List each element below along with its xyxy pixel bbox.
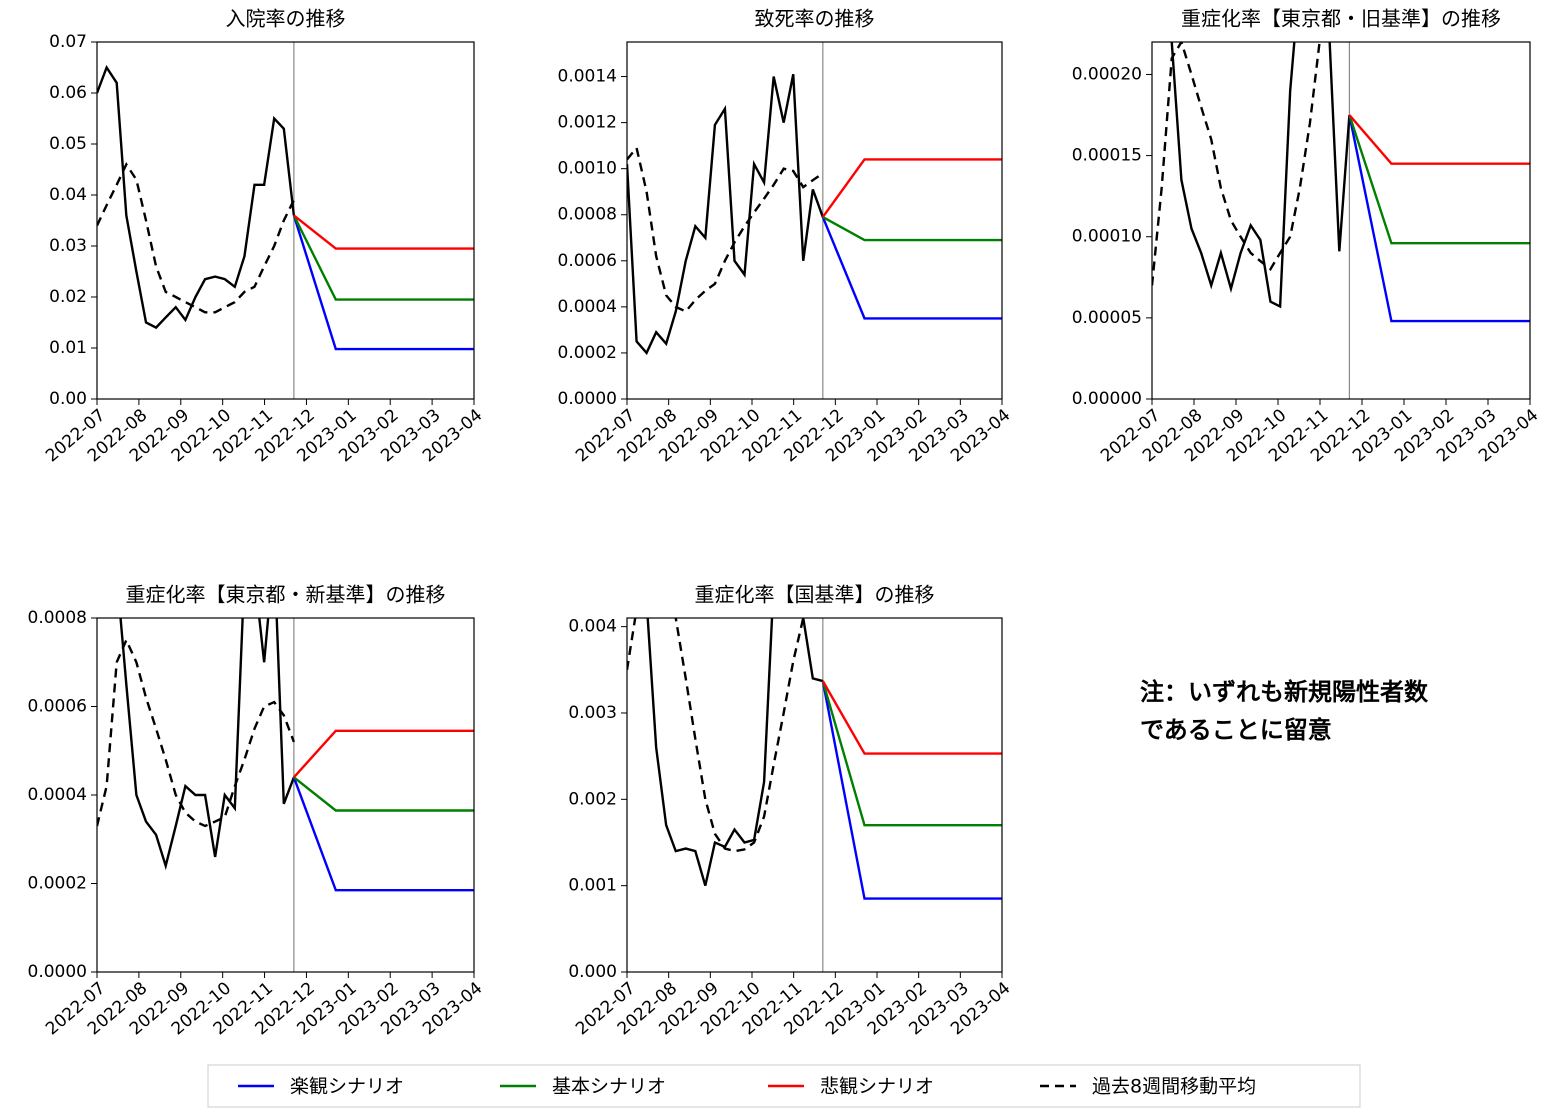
y-tick-label: 0.0000	[558, 389, 617, 409]
series-line	[821, 680, 1002, 755]
series-line	[821, 680, 1002, 827]
series-line	[292, 215, 474, 351]
series-line	[822, 215, 1002, 242]
series-line	[627, 145, 824, 313]
y-tick-label: 0.0010	[558, 159, 617, 179]
series-line	[1348, 114, 1530, 323]
y-tick-label: 0.00010	[1072, 227, 1142, 247]
y-tick-label: 0.01	[49, 338, 87, 358]
y-tick-label: 0.0000	[28, 962, 87, 982]
series-line	[1348, 114, 1530, 245]
series-line	[292, 729, 474, 779]
series-line	[1152, 42, 1321, 286]
note: であることに留意	[1140, 716, 1332, 744]
plot	[627, 618, 1002, 972]
series-line	[97, 64, 296, 330]
plot-frame	[1151, 41, 1531, 400]
y-tick-label: 0.03	[49, 236, 87, 256]
y-tick-label: 0.00005	[1072, 308, 1142, 328]
series-line	[627, 74, 824, 356]
y-tick-label: 0.0006	[28, 697, 87, 717]
y-tick-label: 0.04	[49, 185, 87, 205]
y-tick-label: 0.0012	[558, 113, 617, 133]
plot	[97, 618, 474, 972]
y-tick-label: 0.00015	[1072, 146, 1142, 166]
y-tick-label: 0.07	[49, 32, 87, 52]
plot-frame	[626, 617, 1003, 973]
y-tick-label: 0.05	[49, 134, 87, 154]
y-tick-label: 0.0014	[558, 67, 617, 87]
series-line	[1348, 114, 1530, 165]
note: 注：いずれも新規陽性者数	[1140, 678, 1429, 706]
y-tick-label: 0.002	[568, 789, 617, 809]
y-tick-label: 0.0008	[28, 608, 87, 628]
y-tick-label: 0.004	[568, 617, 617, 637]
series-line	[293, 214, 474, 250]
y-tick-label: 0.0006	[558, 251, 617, 271]
series-line	[97, 161, 295, 314]
plot-frame	[96, 41, 475, 400]
series-line	[292, 776, 474, 892]
series-line	[119, 618, 296, 871]
series-line	[292, 214, 474, 301]
y-tick-label: 0.06	[49, 83, 87, 103]
y-tick-label: 0.00000	[1072, 389, 1142, 409]
y-tick-label: 0.0008	[558, 205, 617, 225]
plot-frame	[96, 617, 475, 973]
plot	[627, 42, 1002, 399]
legend-label: 楽観シナリオ	[290, 1076, 404, 1098]
series-line	[821, 216, 1002, 320]
y-tick-label: 0.00020	[1072, 64, 1142, 84]
plot	[97, 42, 474, 399]
y-tick-label: 0.0002	[558, 343, 617, 363]
chart-title: 重症化率【国基準】の推移	[695, 583, 935, 607]
series-line	[627, 618, 805, 853]
legend-label: 過去8週間移動平均	[1092, 1076, 1256, 1098]
chart-title: 致死率の推移	[755, 7, 875, 31]
series-line	[821, 158, 1002, 218]
y-tick-label: 0.0002	[28, 874, 87, 894]
y-tick-label: 0.00	[49, 389, 87, 409]
y-tick-label: 0.001	[568, 876, 617, 896]
chart-title: 入院率の推移	[226, 7, 346, 31]
legend-label: 悲観シナリオ	[820, 1076, 934, 1098]
series-line	[646, 618, 824, 886]
series-line	[1170, 42, 1351, 309]
chart-title: 重症化率【東京都・旧基準】の推移	[1181, 7, 1501, 31]
series-line	[97, 637, 296, 828]
plot-frame	[626, 41, 1003, 400]
y-tick-label: 0.003	[568, 703, 617, 723]
series-line	[293, 776, 474, 812]
y-tick-label: 0.000	[568, 962, 617, 982]
legend-label: 基本シナリオ	[552, 1076, 666, 1098]
y-tick-label: 0.0004	[558, 297, 617, 317]
y-tick-label: 0.02	[49, 287, 87, 307]
y-tick-label: 0.0004	[28, 785, 87, 805]
plot	[1152, 42, 1530, 399]
series-line	[821, 680, 1002, 900]
chart-title: 重症化率【東京都・新基準】の推移	[126, 583, 446, 607]
